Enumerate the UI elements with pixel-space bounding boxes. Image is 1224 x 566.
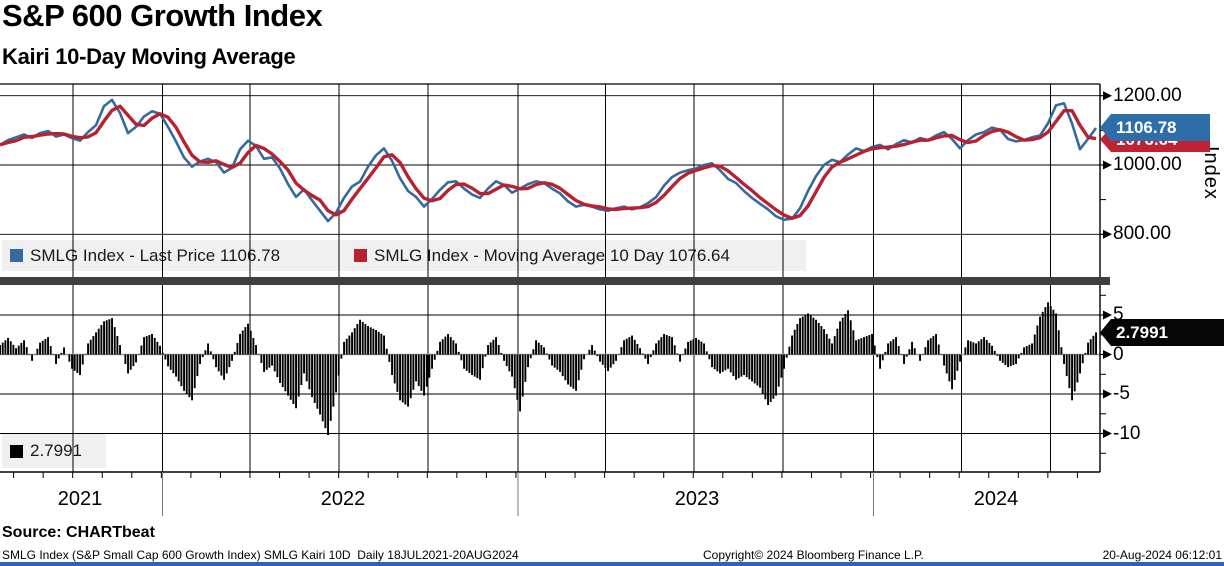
kairi-swatch-icon: [10, 444, 23, 458]
kairi-axis-tick-label: 5: [1113, 304, 1124, 325]
legend-kairi-label: 2.7991: [30, 441, 82, 460]
y-axis-tick-label: 800.00: [1113, 223, 1172, 245]
source-caption: Source: CHARTbeat: [2, 524, 155, 541]
page-subtitle: Kairi 10-Day Moving Average: [2, 44, 296, 69]
last-price-value-tag: 1106.78: [1100, 114, 1210, 141]
timestamp-text: 20-Aug-2024 06:12:01: [1102, 548, 1222, 562]
y-axis-title: Index: [1200, 146, 1222, 200]
bottom-accent-bar: [0, 562, 1224, 566]
y-axis-tick-label: 1000.00: [1113, 154, 1182, 175]
panel-separator: [0, 277, 1110, 285]
axis-tick-arrow-icon: [1103, 389, 1112, 399]
axis-tick-arrow-icon: [1103, 350, 1112, 359]
legend-last-price: SMLG Index - Last Price 1106.78: [2, 240, 356, 271]
legend-moving-average: SMLG Index - Moving Average 10 Day 1076.…: [346, 240, 806, 271]
legend-moving-average-label: SMLG Index - Moving Average 10 Day 1076.…: [374, 245, 730, 265]
kairi-value-tag: 2.7991: [1100, 319, 1224, 346]
axis-tick-arrow-icon: [1103, 160, 1112, 170]
moving-average-swatch-icon: [354, 249, 367, 262]
page-title: S&P 600 Growth Index: [2, 0, 323, 33]
axis-tick-arrow-icon: [1103, 229, 1112, 239]
copyright-text: Copyright© 2024 Bloomberg Finance L.P.: [703, 548, 924, 562]
kairi-axis-tick-label: 0: [1113, 343, 1124, 365]
x-axis-year-label: 2022: [320, 488, 366, 510]
x-axis-year-label: 2023: [674, 488, 720, 510]
kairi-axis-tick-label: -5: [1113, 383, 1130, 404]
axis-tick-arrow-icon: [1103, 91, 1112, 101]
last-price-line: [0, 98, 1098, 223]
legend-kairi: 2.7991: [2, 434, 106, 468]
x-axis-year-label: 2024: [973, 488, 1019, 510]
chart-description: SMLG Index (S&P Small Cap 600 Growth Ind…: [2, 548, 519, 562]
legend-last-price-label: SMLG Index - Last Price 1106.78: [30, 245, 281, 265]
y-axis-tick-label: 1200.00: [1113, 84, 1182, 106]
x-axis-year-label: 2021: [57, 488, 103, 510]
kairi-bars-series: [0, 302, 1097, 436]
axis-tick-arrow-icon: [1103, 310, 1112, 320]
axis-tick-arrow-icon: [1103, 429, 1112, 438]
moving-average-line: [0, 104, 1097, 220]
kairi-axis-tick-label: -10: [1113, 422, 1141, 444]
last-price-swatch-icon: [10, 249, 23, 262]
